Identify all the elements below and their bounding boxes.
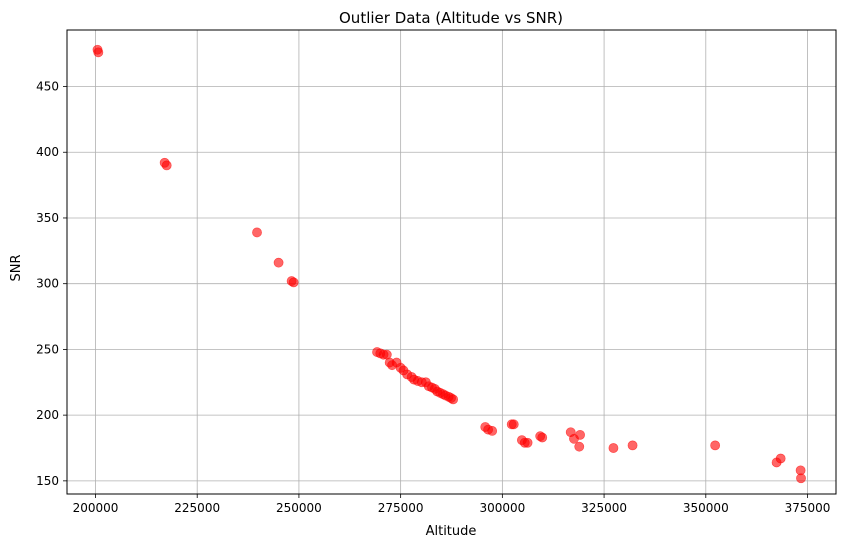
y-tick-label: 450 (36, 80, 59, 94)
x-tick-label: 325000 (581, 501, 627, 515)
x-axis-label: Altitude (426, 524, 477, 539)
y-tick-label: 300 (36, 277, 59, 291)
data-point (775, 453, 786, 464)
data-point (710, 440, 721, 451)
data-point (575, 429, 585, 440)
y-tick-label: 400 (36, 145, 59, 159)
data-point (487, 426, 498, 436)
x-tick-label: 200000 (73, 501, 119, 515)
data-point (273, 257, 284, 268)
data-point (796, 473, 806, 484)
grid (67, 30, 836, 494)
data-point (252, 227, 262, 238)
x-tick-label: 300000 (479, 501, 525, 515)
y-axis-label: SNR (9, 254, 24, 281)
x-tick-label: 225000 (174, 501, 220, 515)
data-point (537, 432, 548, 443)
y-tick-label: 250 (36, 342, 59, 356)
y-tick-label: 150 (36, 474, 59, 488)
y-tick-label: 200 (36, 408, 59, 422)
data-point (574, 441, 585, 452)
axis-ticks: 200000 225000 250000 275000 300000 325000 3500… (36, 80, 830, 515)
x-tick-label: 375000 (785, 501, 831, 515)
x-tick-label: 350000 (683, 501, 729, 515)
data-point (627, 440, 638, 451)
data-point (93, 47, 104, 58)
data-point (522, 437, 533, 448)
data-point (508, 419, 519, 430)
y-tick-label: 350 (36, 211, 59, 225)
x-tick-label: 250000 (276, 501, 322, 515)
chart-title: Outlier Data (Altitude vs SNR) (339, 9, 563, 27)
data-point (161, 160, 172, 171)
data-point (288, 277, 299, 288)
data-point (608, 443, 619, 453)
data-point (448, 394, 459, 405)
data-points (92, 44, 806, 484)
plot-area-frame (66, 29, 837, 495)
x-tick-label: 275000 (378, 501, 424, 515)
